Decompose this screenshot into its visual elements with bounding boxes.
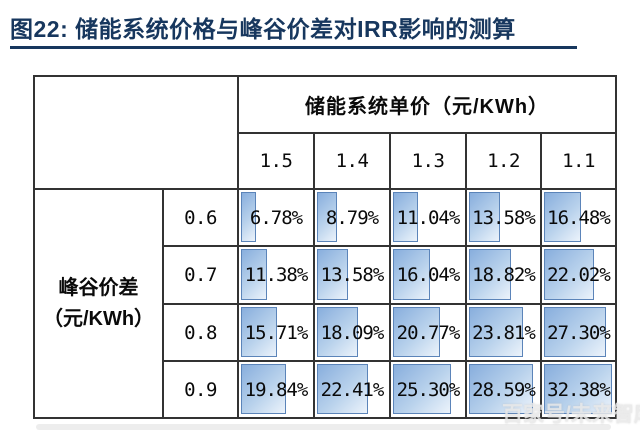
cell-value: 16.04%: [396, 264, 461, 286]
title-underline: [10, 46, 577, 49]
data-cell-r1c0: 11.38%: [237, 245, 315, 305]
col-header-4: 1.1: [540, 132, 617, 190]
col-header-0: 1.5: [237, 132, 315, 190]
data-bar: [393, 249, 430, 300]
data-cell-r1c2: 16.04%: [389, 245, 467, 305]
data-cell-r2c2: 20.77%: [389, 303, 467, 362]
cell-value: 11.04%: [396, 206, 461, 229]
data-cell-r3c4: 32.38%: [540, 360, 617, 419]
cell-value: 16.48%: [547, 206, 611, 229]
data-bar: [544, 307, 606, 357]
data-bar: [544, 249, 594, 300]
col-header-1: 1.4: [313, 132, 391, 190]
watermark: 百家号/未来智库: [502, 403, 640, 426]
cell-value: 27.30%: [547, 321, 611, 344]
data-bar: [241, 249, 267, 300]
cell-value: 15.71%: [244, 321, 309, 344]
data-bar: [469, 364, 534, 414]
irr-sensitivity-table: 储能系统单价（元/KWh） 1.5 1.4 1.3 1.2 1.1 峰谷价差 （…: [33, 75, 617, 419]
row-label-1: 0.7: [162, 245, 239, 305]
cell-value: 28.59%: [472, 378, 536, 401]
data-bar: [241, 364, 287, 414]
data-cell-r3c2: 25.30%: [389, 360, 467, 419]
data-cell-r2c1: 18.09%: [313, 303, 391, 362]
cell-value: 6.78%: [249, 206, 303, 229]
cell-value: 8.79%: [325, 206, 379, 229]
data-bar: [393, 364, 451, 414]
data-bar: [544, 364, 612, 414]
data-cell-r2c4: 27.30%: [540, 303, 617, 362]
data-cell-r0c0: 6.78%: [237, 188, 315, 247]
data-cell-r0c1: 8.79%: [313, 188, 391, 247]
data-cell-r1c4: 22.02%: [540, 245, 617, 305]
cell-value: 23.81%: [472, 321, 536, 344]
data-bar: [393, 307, 441, 357]
data-cell-r2c3: 23.81%: [465, 303, 542, 362]
data-cell-r1c1: 13.58%: [313, 245, 391, 305]
data-bar: [393, 192, 419, 242]
data-cell-r3c1: 22.41%: [313, 360, 391, 419]
data-bar: [317, 192, 338, 242]
data-bar: [317, 307, 359, 357]
bottom-shadow-strip: [36, 424, 611, 430]
row-label-2: 0.8: [162, 303, 239, 362]
data-bar: [469, 307, 523, 357]
cell-value: 18.82%: [472, 264, 536, 286]
col-header-2: 1.3: [389, 132, 467, 190]
data-bar: [241, 307, 277, 357]
data-cell-r1c3: 18.82%: [465, 245, 542, 305]
figure-title: 图22: 储能系统价格与峰谷价差对IRR影响的测算: [10, 16, 516, 42]
data-bar: [469, 192, 500, 242]
row-group-header: 峰谷价差 （元/KWh）: [33, 188, 164, 419]
data-cell-r0c2: 11.04%: [389, 188, 467, 247]
row-label-0: 0.6: [162, 188, 239, 247]
row-label-3: 0.9: [162, 360, 239, 419]
data-bar: [544, 192, 582, 242]
data-cell-r2c0: 15.71%: [237, 303, 315, 362]
cell-value: 13.58%: [472, 206, 536, 229]
data-cell-r0c3: 13.58%: [465, 188, 542, 247]
cell-value: 32.38%: [547, 378, 611, 401]
cell-value: 11.38%: [244, 264, 309, 286]
cell-value: 13.58%: [320, 264, 385, 286]
col-header-3: 1.2: [465, 132, 542, 190]
cell-value: 18.09%: [320, 321, 385, 344]
cell-value: 22.02%: [547, 264, 611, 286]
row-group-header-line2: （元/KWh）: [42, 307, 155, 330]
data-bar: [469, 249, 512, 300]
data-bar: [241, 192, 257, 242]
row-group-header-line1: 峰谷价差: [58, 276, 139, 299]
corner-cell: [33, 75, 239, 190]
data-cell-r3c0: 19.84%: [237, 360, 315, 419]
data-cell-r3c3: 28.59%: [465, 360, 542, 419]
data-cell-r0c4: 16.48%: [540, 188, 617, 247]
cell-value: 19.84%: [244, 378, 309, 401]
cell-value: 22.41%: [320, 378, 385, 401]
data-bar: [317, 364, 369, 414]
data-bar: [317, 249, 349, 300]
column-group-header: 储能系统单价（元/KWh）: [237, 75, 617, 134]
cell-value: 25.30%: [396, 378, 461, 401]
cell-value: 20.77%: [396, 321, 461, 344]
